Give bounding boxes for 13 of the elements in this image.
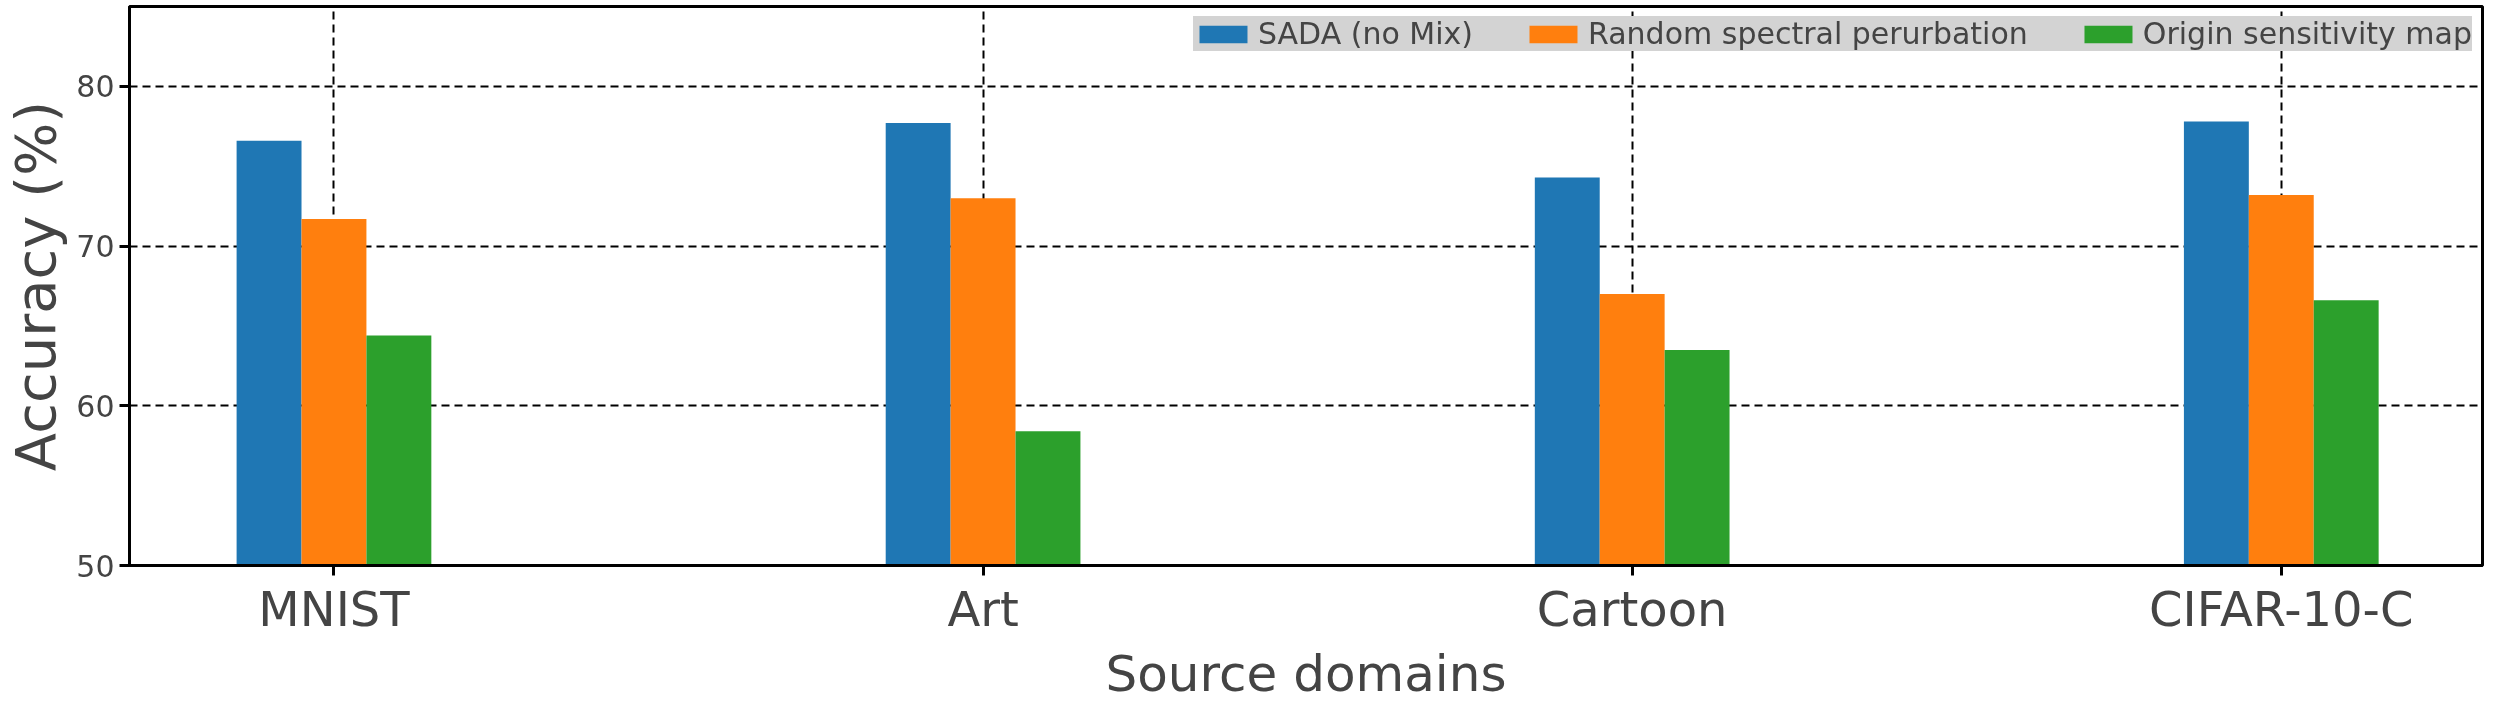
x-tick-label: Cartoon — [1536, 580, 1728, 637]
y-tick-label: 80 — [76, 69, 115, 105]
y-tick-label: 60 — [76, 388, 115, 424]
legend-label: SADA (no Mix) — [1257, 16, 1474, 51]
y-tick-label: 50 — [76, 548, 115, 584]
legend-label: Origin sensitivity map — [2142, 16, 2472, 51]
legend-label: Random spectral perurbation — [1588, 16, 2028, 51]
y-tick-label: 70 — [76, 229, 115, 265]
x-axis-title: Source domains — [1105, 644, 1507, 703]
x-tick-label: MNIST — [258, 580, 411, 637]
x-tick-label: CIFAR-10-C — [2149, 580, 2414, 637]
x-tick-label: Art — [947, 580, 1019, 637]
y-axis-title: Accuracy (%) — [3, 100, 69, 472]
